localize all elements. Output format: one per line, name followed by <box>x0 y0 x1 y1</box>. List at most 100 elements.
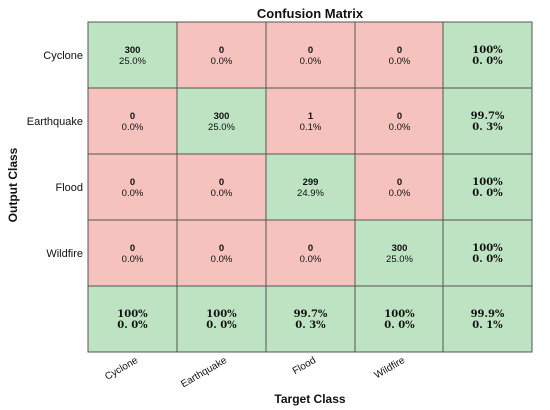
cell-0-3-percent: 0.0% <box>389 56 411 67</box>
cell-3-1-value: 0 <box>219 243 224 254</box>
cell-1-0-percent: 0.0% <box>122 122 144 133</box>
cell-2-1: 00.0% <box>176 153 267 221</box>
column-labels: Cyclone Earthquake Flood Wildfire <box>103 355 407 390</box>
cell-2-2-rect <box>265 153 356 221</box>
chart-title: Confusion Matrix <box>257 6 364 21</box>
y-axis-title: Output Class <box>6 147 20 222</box>
cell-1-3-percent: 0.0% <box>389 122 411 133</box>
cell-1-1-value: 300 <box>214 111 230 122</box>
col-summary-2: 99.7%0. 3% <box>265 285 356 353</box>
row-label-cyclone: Cyclone <box>43 50 83 62</box>
row-summary-1-percent: 0. 3% <box>472 122 503 133</box>
cell-0-3-rect <box>354 21 445 89</box>
cell-3-2-percent: 0.0% <box>300 254 322 265</box>
col-summary-1-value: 100% <box>206 309 237 320</box>
row-summary-1-value: 99.7% <box>471 111 505 122</box>
col-summary-0-rect <box>87 285 178 353</box>
row-label-flood: Flood <box>55 182 83 194</box>
col-summary-0: 100%0. 0% <box>87 285 178 353</box>
cell-2-2-value: 299 <box>303 177 319 188</box>
cell-2-1-rect <box>176 153 267 221</box>
row-label-wildfire: Wildfire <box>46 248 83 260</box>
x-axis-title: Target Class <box>274 392 345 406</box>
cell-2-0-percent: 0.0% <box>122 188 144 199</box>
row-summary-0-percent: 0. 0% <box>472 56 503 67</box>
cell-3-2-value: 0 <box>308 243 313 254</box>
cell-0-1-rect <box>176 21 267 89</box>
row-summary-0: 100%0. 0% <box>442 21 533 89</box>
row-summary-0-value: 100% <box>472 45 503 56</box>
row-labels: Cyclone Earthquake Flood Wildfire <box>27 50 83 260</box>
cell-3-3-value: 300 <box>392 243 408 254</box>
cell-2-3-value: 0 <box>397 177 402 188</box>
cell-0-2-value: 0 <box>308 45 313 56</box>
cell-2-3-percent: 0.0% <box>389 188 411 199</box>
col-summary-1-rect <box>176 285 267 353</box>
cell-3-0-percent: 0.0% <box>122 254 144 265</box>
row-summary-3: 100%0. 0% <box>442 219 533 287</box>
cell-0-1: 00.0% <box>176 21 267 89</box>
overall-summary-rect <box>442 285 533 353</box>
cell-0-0-rect <box>87 21 178 89</box>
cell-1-2-percent: 0.1% <box>300 122 322 133</box>
cell-3-3-percent: 25.0% <box>386 254 413 265</box>
overall-summary: 99.9%0. 1% <box>442 285 533 353</box>
col-summary-3-value: 100% <box>384 309 415 320</box>
cell-3-1-percent: 0.0% <box>211 254 233 265</box>
overall-summary-value: 99.9% <box>471 309 505 320</box>
col-summary-0-value: 100% <box>117 309 148 320</box>
cell-2-0-value: 0 <box>130 177 135 188</box>
cell-1-0-value: 0 <box>130 111 135 122</box>
cell-2-2-percent: 24.9% <box>297 188 324 199</box>
col-summary-1: 100%0. 0% <box>176 285 267 353</box>
row-label-earthquake: Earthquake <box>27 116 83 128</box>
row-summary-3-percent: 0. 0% <box>472 254 503 265</box>
cell-1-1-percent: 25.0% <box>208 122 235 133</box>
row-summary-3-rect <box>442 219 533 287</box>
col-label-flood: Flood <box>291 355 318 377</box>
cell-1-0: 00.0% <box>87 87 178 155</box>
cell-1-3: 00.0% <box>354 87 445 155</box>
col-summary-3: 100%0. 0% <box>354 285 445 353</box>
col-label-cyclone: Cyclone <box>103 355 140 383</box>
cell-3-1-rect <box>176 219 267 287</box>
cell-1-2-value: 1 <box>308 111 314 122</box>
cell-1-2-rect <box>265 87 356 155</box>
cell-3-2-rect <box>265 219 356 287</box>
overall-summary-percent: 0. 1% <box>472 320 503 331</box>
cell-0-0-percent: 25.0% <box>119 56 146 67</box>
cell-3-2: 00.0% <box>265 219 356 287</box>
cell-1-0-rect <box>87 87 178 155</box>
cell-3-1: 00.0% <box>176 219 267 287</box>
cell-3-0: 00.0% <box>87 219 178 287</box>
cell-0-2-rect <box>265 21 356 89</box>
col-summary-3-percent: 0. 0% <box>384 320 415 331</box>
col-label-wildfire: Wildfire <box>373 355 408 381</box>
row-summary-2-value: 100% <box>472 177 503 188</box>
col-summary-2-percent: 0. 3% <box>295 320 326 331</box>
cell-2-1-percent: 0.0% <box>211 188 233 199</box>
row-summary-0-rect <box>442 21 533 89</box>
cell-0-0-value: 300 <box>125 45 141 56</box>
col-summary-2-value: 99.7% <box>294 309 328 320</box>
cell-2-3: 00.0% <box>354 153 445 221</box>
row-summary-3-value: 100% <box>472 243 503 254</box>
row-summary-1-rect <box>442 87 533 155</box>
cell-3-0-rect <box>87 219 178 287</box>
col-summary-0-percent: 0. 0% <box>117 320 148 331</box>
cell-2-1-value: 0 <box>219 177 224 188</box>
cell-0-3: 00.0% <box>354 21 445 89</box>
col-summary-1-percent: 0. 0% <box>206 320 237 331</box>
cell-1-3-value: 0 <box>397 111 402 122</box>
row-summary-2-percent: 0. 0% <box>472 188 503 199</box>
row-summary-2: 100%0. 0% <box>442 153 533 221</box>
col-label-earthquake: Earthquake <box>179 355 229 390</box>
cell-0-1-percent: 0.0% <box>211 56 233 67</box>
cell-0-1-value: 0 <box>219 45 224 56</box>
row-summary-1: 99.7%0. 3% <box>442 87 533 155</box>
